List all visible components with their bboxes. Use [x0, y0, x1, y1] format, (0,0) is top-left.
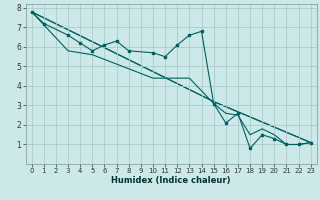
X-axis label: Humidex (Indice chaleur): Humidex (Indice chaleur)	[111, 176, 231, 185]
